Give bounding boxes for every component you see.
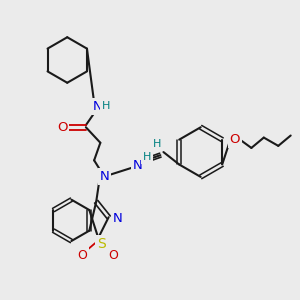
Text: N: N <box>100 170 110 183</box>
Text: O: O <box>108 249 118 262</box>
Text: N: N <box>133 159 142 172</box>
Text: O: O <box>230 133 240 146</box>
Text: O: O <box>77 249 87 262</box>
Text: H: H <box>102 100 110 110</box>
Text: N: N <box>113 212 123 225</box>
Text: S: S <box>97 237 106 251</box>
Text: N: N <box>92 100 102 113</box>
Text: H: H <box>153 139 161 149</box>
Text: H: H <box>143 152 151 162</box>
Text: O: O <box>57 121 67 134</box>
